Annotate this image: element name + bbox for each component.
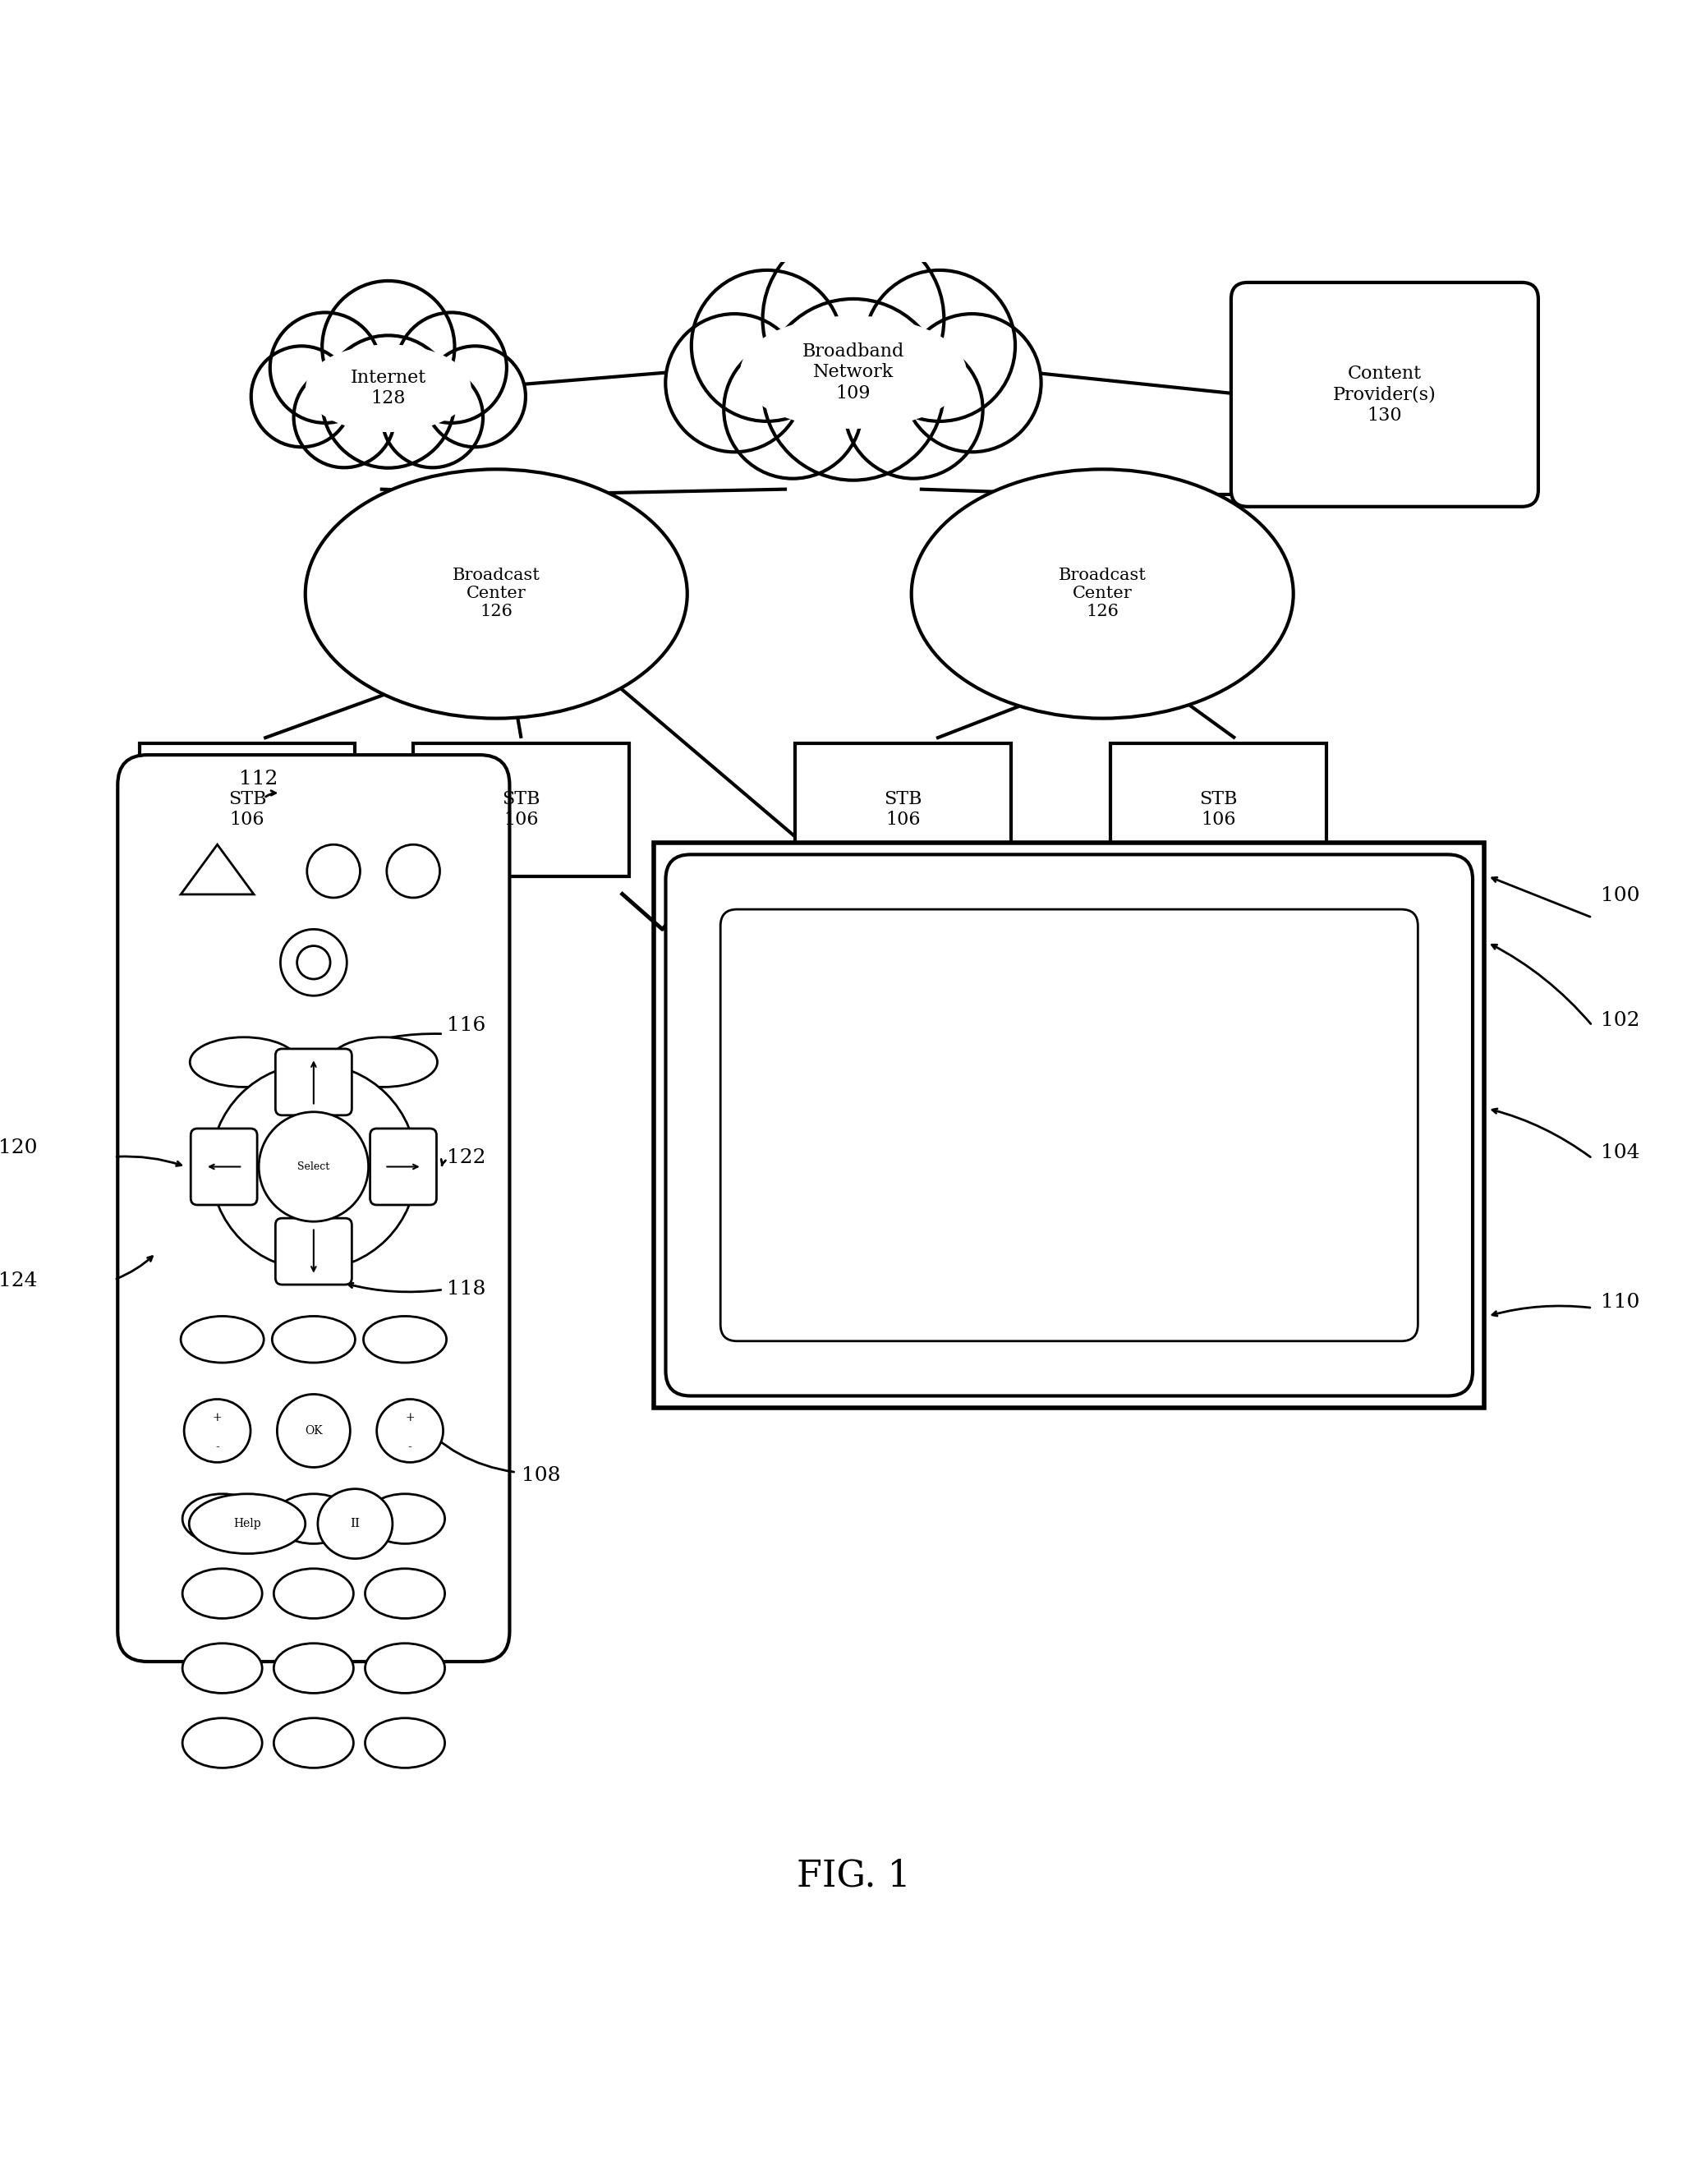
Text: Help: Help [233, 1518, 261, 1529]
Polygon shape [181, 845, 253, 895]
Ellipse shape [191, 1037, 299, 1088]
Ellipse shape [329, 1037, 437, 1088]
Text: 102: 102 [1601, 1011, 1640, 1029]
Ellipse shape [741, 317, 967, 428]
Ellipse shape [364, 1568, 445, 1618]
Circle shape [396, 312, 506, 424]
Circle shape [297, 946, 331, 978]
Circle shape [903, 314, 1041, 452]
FancyBboxPatch shape [655, 843, 1485, 1406]
Text: STB
106: STB 106 [228, 791, 267, 830]
Text: II: II [351, 1518, 359, 1529]
Text: 122: 122 [447, 1149, 486, 1168]
Ellipse shape [376, 1400, 444, 1463]
Text: 108: 108 [521, 1465, 560, 1485]
Circle shape [425, 345, 526, 448]
Ellipse shape [272, 1317, 356, 1363]
Circle shape [280, 928, 348, 996]
Circle shape [845, 341, 984, 478]
Text: 116: 116 [447, 1016, 486, 1035]
FancyBboxPatch shape [118, 756, 509, 1662]
FancyBboxPatch shape [666, 854, 1473, 1396]
Ellipse shape [189, 1494, 305, 1553]
Text: 106: 106 [668, 843, 707, 863]
Text: FIG. 1: FIG. 1 [796, 1859, 911, 1894]
Text: Select: Select [297, 1162, 329, 1173]
Circle shape [277, 1393, 351, 1468]
Ellipse shape [273, 1568, 354, 1618]
Ellipse shape [184, 1400, 251, 1463]
Text: STB
106: STB 106 [833, 985, 872, 1024]
Text: Internet
128: Internet 128 [351, 369, 427, 408]
Circle shape [322, 336, 454, 467]
Text: 124: 124 [0, 1271, 37, 1291]
Ellipse shape [911, 470, 1294, 719]
Circle shape [251, 345, 353, 448]
Ellipse shape [273, 1494, 354, 1544]
Text: Broadcast
Center
126: Broadcast Center 126 [452, 568, 540, 620]
Text: Broadband
Network
109: Broadband Network 109 [803, 343, 904, 402]
Text: STB
106: STB 106 [1199, 791, 1238, 830]
FancyBboxPatch shape [275, 1219, 353, 1284]
FancyBboxPatch shape [1110, 743, 1326, 876]
Text: 118: 118 [447, 1280, 486, 1299]
Ellipse shape [305, 345, 471, 432]
Circle shape [763, 229, 945, 411]
Ellipse shape [182, 1568, 261, 1618]
Ellipse shape [273, 1642, 354, 1693]
Ellipse shape [364, 1494, 445, 1544]
Ellipse shape [363, 1317, 447, 1363]
Circle shape [864, 271, 1016, 422]
Circle shape [386, 845, 440, 898]
Circle shape [763, 299, 945, 480]
Circle shape [294, 367, 395, 467]
Polygon shape [970, 961, 1070, 1020]
Text: -: - [216, 1441, 219, 1452]
Text: 114: 114 [1166, 889, 1205, 909]
Ellipse shape [182, 1719, 261, 1767]
Ellipse shape [182, 1494, 261, 1544]
Text: 104: 104 [1601, 1144, 1640, 1162]
Circle shape [270, 312, 381, 424]
Text: 112: 112 [240, 771, 278, 788]
Circle shape [665, 314, 803, 452]
Ellipse shape [181, 1317, 263, 1363]
Text: Broadcast
Center
126: Broadcast Center 126 [1058, 568, 1145, 620]
Ellipse shape [182, 1642, 261, 1693]
Circle shape [692, 271, 842, 422]
Circle shape [322, 282, 454, 413]
Circle shape [307, 845, 359, 898]
Circle shape [724, 341, 862, 478]
FancyBboxPatch shape [140, 743, 356, 876]
FancyBboxPatch shape [720, 909, 1417, 1341]
Ellipse shape [317, 1489, 393, 1559]
Circle shape [211, 1064, 417, 1269]
Ellipse shape [273, 1719, 354, 1767]
FancyBboxPatch shape [795, 743, 1011, 876]
Ellipse shape [364, 1642, 445, 1693]
Ellipse shape [364, 1719, 445, 1767]
FancyBboxPatch shape [413, 743, 629, 876]
Text: +: + [405, 1411, 415, 1424]
Text: OK: OK [305, 1424, 322, 1437]
Text: 120: 120 [0, 1138, 37, 1158]
Text: STB
106: STB 106 [884, 791, 923, 830]
Text: +: + [213, 1411, 223, 1424]
Text: 100: 100 [1601, 887, 1640, 904]
FancyBboxPatch shape [737, 933, 1102, 1075]
Text: -: - [408, 1441, 412, 1452]
FancyBboxPatch shape [369, 1129, 437, 1206]
FancyBboxPatch shape [191, 1129, 256, 1206]
Text: 110: 110 [1601, 1293, 1640, 1313]
Text: STB
106: STB 106 [503, 791, 540, 830]
Ellipse shape [305, 470, 687, 719]
FancyBboxPatch shape [275, 1048, 353, 1116]
Circle shape [381, 367, 482, 467]
Text: Content
Provider(s)
130: Content Provider(s) 130 [1333, 365, 1436, 424]
Circle shape [258, 1112, 368, 1221]
FancyBboxPatch shape [1232, 282, 1539, 507]
